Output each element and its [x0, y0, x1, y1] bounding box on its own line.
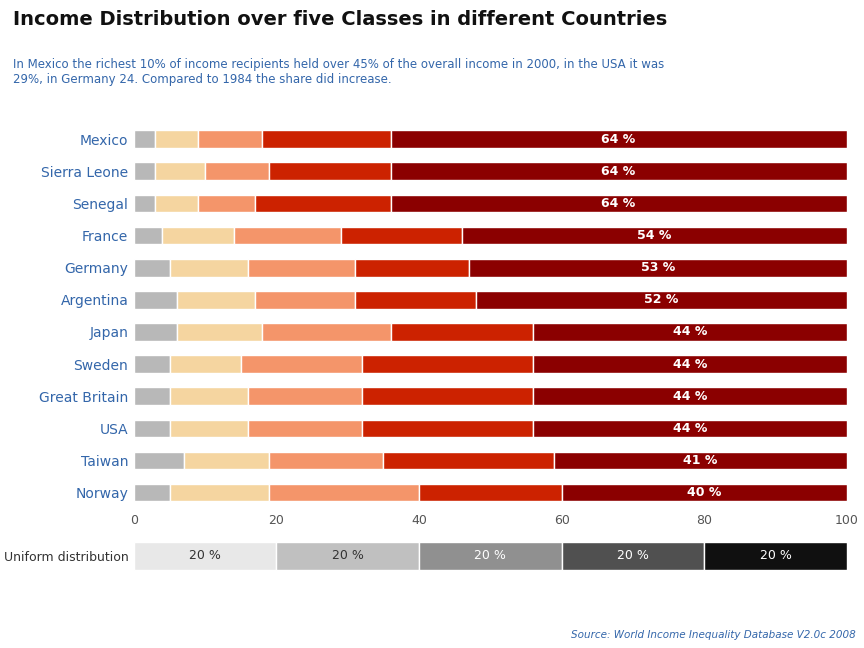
Text: 44 %: 44 %: [673, 422, 707, 435]
Bar: [169, 484, 270, 502]
Bar: [134, 163, 156, 180]
Bar: [134, 452, 184, 469]
Bar: [340, 227, 461, 244]
Bar: [255, 194, 391, 213]
Bar: [419, 542, 562, 570]
Text: 64 %: 64 %: [601, 197, 636, 210]
Bar: [391, 323, 533, 341]
Bar: [419, 484, 562, 502]
Text: 64 %: 64 %: [601, 165, 636, 178]
Bar: [562, 542, 704, 570]
Bar: [176, 323, 263, 341]
Bar: [248, 419, 362, 437]
Bar: [255, 291, 355, 308]
Bar: [355, 259, 469, 277]
Bar: [233, 227, 340, 244]
Text: 20 %: 20 %: [474, 550, 506, 562]
Bar: [555, 452, 847, 469]
Bar: [248, 388, 362, 405]
Bar: [362, 419, 533, 437]
Bar: [198, 130, 263, 148]
Bar: [169, 259, 248, 277]
Bar: [384, 452, 555, 469]
Bar: [162, 227, 233, 244]
Bar: [476, 291, 847, 308]
Bar: [461, 227, 847, 244]
Bar: [134, 323, 176, 341]
Text: 52 %: 52 %: [645, 294, 678, 307]
Bar: [184, 452, 270, 469]
Bar: [156, 194, 198, 213]
Bar: [469, 259, 847, 277]
Text: 44 %: 44 %: [673, 358, 707, 371]
Bar: [562, 484, 847, 502]
Bar: [704, 542, 847, 570]
Bar: [263, 130, 391, 148]
Bar: [156, 130, 198, 148]
Bar: [134, 355, 169, 373]
Text: 53 %: 53 %: [641, 261, 675, 274]
Bar: [533, 323, 847, 341]
Bar: [169, 419, 248, 437]
Bar: [362, 388, 533, 405]
Text: 54 %: 54 %: [637, 229, 671, 242]
Bar: [276, 542, 419, 570]
Bar: [241, 355, 362, 373]
Bar: [134, 388, 169, 405]
Bar: [533, 355, 847, 373]
Bar: [156, 163, 206, 180]
Text: 44 %: 44 %: [673, 325, 707, 338]
Bar: [270, 163, 391, 180]
Bar: [169, 388, 248, 405]
Bar: [134, 130, 156, 148]
Bar: [391, 163, 847, 180]
Bar: [533, 419, 847, 437]
Text: 20 %: 20 %: [189, 550, 221, 562]
Bar: [134, 542, 276, 570]
Bar: [205, 163, 270, 180]
Bar: [134, 259, 169, 277]
Text: 40 %: 40 %: [687, 486, 721, 499]
Bar: [391, 130, 847, 148]
Text: 20 %: 20 %: [617, 550, 649, 562]
Bar: [270, 484, 419, 502]
Bar: [134, 194, 156, 213]
Text: 20 %: 20 %: [759, 550, 791, 562]
Bar: [248, 259, 355, 277]
Bar: [134, 291, 176, 308]
Bar: [362, 355, 533, 373]
Text: 41 %: 41 %: [683, 454, 718, 467]
Bar: [176, 291, 255, 308]
Text: Income Distribution over five Classes in different Countries: Income Distribution over five Classes in…: [13, 10, 667, 29]
Text: Source: World Income Inequality Database V2.0c 2008: Source: World Income Inequality Database…: [570, 631, 855, 640]
Bar: [198, 194, 255, 213]
Bar: [134, 484, 169, 502]
Bar: [134, 419, 169, 437]
Bar: [391, 194, 847, 213]
Text: 20 %: 20 %: [332, 550, 364, 562]
Bar: [169, 355, 241, 373]
Text: In Mexico the richest 10% of income recipients held over 45% of the overall inco: In Mexico the richest 10% of income reci…: [13, 58, 664, 86]
Bar: [134, 227, 162, 244]
Bar: [270, 452, 384, 469]
Bar: [533, 388, 847, 405]
Bar: [355, 291, 476, 308]
Text: 64 %: 64 %: [601, 133, 636, 146]
Text: 44 %: 44 %: [673, 389, 707, 402]
Bar: [263, 323, 391, 341]
